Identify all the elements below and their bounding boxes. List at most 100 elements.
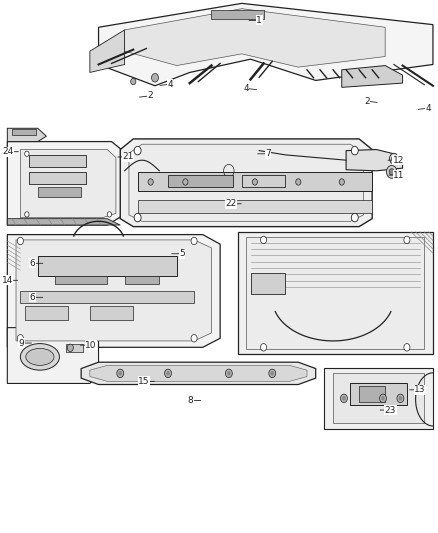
Polygon shape <box>16 240 212 341</box>
Text: 2: 2 <box>364 96 370 106</box>
Circle shape <box>107 212 112 217</box>
Polygon shape <box>129 144 364 221</box>
Text: 13: 13 <box>414 385 426 394</box>
Bar <box>66 344 83 352</box>
Circle shape <box>404 344 410 351</box>
Text: 6: 6 <box>30 293 35 302</box>
Circle shape <box>117 369 124 377</box>
Polygon shape <box>325 368 433 429</box>
Text: 6: 6 <box>30 259 35 268</box>
Circle shape <box>134 213 141 222</box>
Bar <box>38 256 177 276</box>
Circle shape <box>399 396 402 400</box>
Polygon shape <box>333 373 424 423</box>
Text: 21: 21 <box>122 152 134 161</box>
Polygon shape <box>246 237 424 349</box>
Circle shape <box>183 179 188 185</box>
Text: 4: 4 <box>426 103 431 112</box>
Bar <box>12 130 35 135</box>
Circle shape <box>191 335 197 342</box>
Polygon shape <box>90 30 124 72</box>
Text: 2: 2 <box>147 91 152 100</box>
Bar <box>25 306 68 320</box>
Polygon shape <box>7 142 124 225</box>
Circle shape <box>25 151 29 157</box>
Circle shape <box>351 213 358 222</box>
Bar <box>359 386 385 402</box>
Bar <box>138 200 372 213</box>
Circle shape <box>392 156 396 161</box>
Text: 8: 8 <box>188 396 194 405</box>
Ellipse shape <box>26 349 54 366</box>
Circle shape <box>131 78 136 85</box>
Polygon shape <box>7 328 99 383</box>
Circle shape <box>340 394 347 402</box>
Polygon shape <box>124 9 385 67</box>
Text: 15: 15 <box>138 377 150 386</box>
Polygon shape <box>7 235 220 348</box>
Bar <box>20 291 194 303</box>
Polygon shape <box>7 128 46 142</box>
Circle shape <box>261 344 267 351</box>
Text: 5: 5 <box>179 249 185 259</box>
Polygon shape <box>99 3 433 86</box>
Bar <box>55 276 107 284</box>
Circle shape <box>191 237 197 245</box>
Bar <box>29 172 85 183</box>
Circle shape <box>166 371 170 375</box>
Circle shape <box>351 147 358 155</box>
Circle shape <box>226 369 232 377</box>
Circle shape <box>165 369 172 377</box>
Circle shape <box>397 394 404 402</box>
Polygon shape <box>90 366 307 381</box>
Text: 4: 4 <box>167 79 173 88</box>
Circle shape <box>261 236 267 244</box>
Circle shape <box>25 212 29 217</box>
Polygon shape <box>20 150 116 217</box>
Bar <box>38 187 81 197</box>
Circle shape <box>389 168 394 175</box>
Polygon shape <box>342 66 403 87</box>
Bar <box>168 175 233 187</box>
Circle shape <box>67 344 73 352</box>
Circle shape <box>18 237 23 245</box>
Polygon shape <box>346 150 403 171</box>
Ellipse shape <box>20 344 60 370</box>
Text: 23: 23 <box>385 406 396 415</box>
Bar <box>29 155 85 166</box>
Bar <box>242 175 285 187</box>
Text: 4: 4 <box>244 84 249 93</box>
Circle shape <box>134 147 141 155</box>
Circle shape <box>381 396 385 400</box>
Text: 22: 22 <box>226 199 237 208</box>
Circle shape <box>227 371 230 375</box>
Polygon shape <box>7 219 120 225</box>
Circle shape <box>148 179 153 185</box>
Text: 10: 10 <box>85 341 96 350</box>
Text: 1: 1 <box>256 16 262 25</box>
Circle shape <box>342 396 346 400</box>
Text: 9: 9 <box>18 338 24 348</box>
Bar <box>138 172 372 191</box>
Polygon shape <box>120 139 372 227</box>
Circle shape <box>152 74 159 82</box>
Text: 11: 11 <box>393 171 405 180</box>
Circle shape <box>386 165 397 178</box>
Circle shape <box>389 154 398 164</box>
Circle shape <box>404 236 410 244</box>
Text: 14: 14 <box>2 276 13 285</box>
Polygon shape <box>237 232 433 354</box>
Circle shape <box>271 371 274 375</box>
Bar <box>90 306 133 320</box>
Text: 24: 24 <box>3 147 14 156</box>
Bar <box>212 10 264 19</box>
Circle shape <box>252 179 258 185</box>
Text: 12: 12 <box>392 156 404 165</box>
Text: 7: 7 <box>265 149 271 158</box>
Bar <box>350 383 407 405</box>
Circle shape <box>380 394 386 402</box>
Circle shape <box>269 369 276 377</box>
Circle shape <box>119 371 122 375</box>
Bar <box>124 276 159 284</box>
Polygon shape <box>81 362 316 384</box>
